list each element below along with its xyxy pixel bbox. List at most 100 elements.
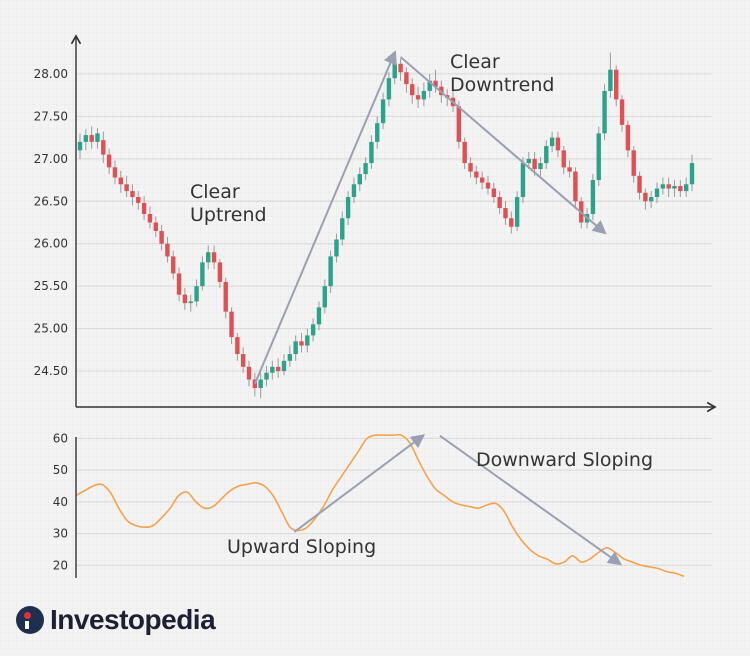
candle-body-up — [345, 197, 351, 219]
candle-body-down — [479, 177, 485, 183]
investopedia-logo: Investopedia — [16, 604, 216, 636]
candle — [666, 177, 671, 198]
candle-body-down — [159, 230, 164, 244]
candle — [182, 287, 188, 310]
candle-body-down — [678, 186, 683, 192]
uptrend-label-line-2: Uptrend — [190, 204, 267, 226]
candle-body-up — [549, 137, 555, 147]
candle — [520, 157, 526, 203]
indicator-y-tick: 30 — [53, 527, 68, 541]
price-y-tick: 25.00 — [34, 322, 68, 336]
candle-body-up — [689, 163, 695, 185]
candle-body-down — [136, 197, 141, 203]
price-y-tick: 25.50 — [34, 279, 68, 293]
indicator-panel: 60 50 40 30 20 Upward Sloping Downward Slopi… — [53, 431, 712, 578]
candle — [299, 332, 304, 353]
price-y-tick: 27.50 — [34, 109, 68, 123]
candle-body-down — [118, 177, 123, 185]
candle — [258, 372, 263, 399]
candle — [596, 126, 601, 186]
candle — [544, 140, 549, 170]
upward-sloping-label: Upward Sloping — [227, 536, 376, 558]
candle-body-down — [182, 294, 188, 304]
candle-body-up — [258, 379, 263, 389]
candle — [538, 157, 543, 176]
candle-body-up — [264, 372, 269, 380]
candle-body-up — [310, 324, 316, 336]
candle-body-down — [614, 69, 619, 100]
candle-body-up — [194, 286, 199, 302]
candle-body-down — [165, 243, 170, 257]
candle — [474, 165, 479, 185]
candle-body-down — [124, 184, 129, 192]
candle — [421, 82, 427, 107]
candle-body-down — [141, 202, 147, 215]
candle — [619, 95, 625, 132]
downward-sloping-arrow — [439, 434, 623, 566]
candle-body-down — [106, 154, 112, 168]
candle — [689, 154, 695, 192]
candle — [241, 347, 246, 373]
downtrend-label-line-2: Downtrend — [450, 74, 554, 96]
candle — [118, 170, 123, 193]
price-y-tick: 28.00 — [34, 67, 68, 81]
candle-body-up — [427, 80, 432, 91]
candle-body-down — [619, 99, 625, 125]
candle — [194, 279, 199, 307]
candle — [573, 167, 578, 209]
candle — [235, 332, 240, 361]
price-trend-arrows — [253, 50, 607, 385]
candle — [305, 328, 310, 353]
candle-body-up — [281, 360, 287, 372]
candle-body-down — [509, 218, 514, 227]
candle-body-up — [375, 123, 380, 142]
candle — [602, 84, 607, 141]
candle-body-down — [666, 184, 671, 189]
candle-body-down — [211, 252, 217, 263]
candle-body-down — [112, 167, 118, 178]
candle — [112, 160, 118, 185]
investopedia-logo-icon — [16, 606, 44, 634]
price-panel: 28.00 27.50 27.00 26.50 26.00 25.50 25.00 24.50… — [34, 34, 717, 413]
candle-body-up — [514, 197, 520, 227]
price-y-tick: 26.00 — [34, 237, 68, 251]
candle-body-down — [229, 311, 234, 338]
candle — [89, 126, 94, 149]
candle-body-up — [608, 69, 613, 91]
candle-body-up — [95, 133, 100, 142]
candle-body-up — [526, 158, 531, 164]
candle — [153, 216, 158, 237]
candle — [555, 131, 561, 158]
candle — [95, 128, 100, 149]
candle-body-down — [532, 158, 537, 170]
candle — [672, 180, 677, 198]
candle — [275, 358, 281, 378]
candle — [141, 196, 147, 220]
candle — [660, 177, 666, 195]
candle-body-down — [637, 175, 642, 193]
candle-body-up — [602, 90, 607, 134]
candle-body-down — [171, 256, 176, 274]
candle-body-down — [468, 163, 473, 172]
candle-body-down — [299, 341, 304, 346]
downward-sloping-label: Downward Sloping — [476, 449, 653, 471]
candle — [509, 211, 514, 234]
candle-body-down — [456, 106, 462, 142]
candle — [124, 175, 129, 198]
candle-body-down — [147, 214, 153, 223]
candle-body-up — [683, 184, 689, 192]
candle-body-up — [649, 197, 654, 202]
candle-body-down — [625, 124, 631, 151]
candle — [654, 182, 660, 203]
candle — [549, 131, 555, 153]
candle-body-down — [176, 273, 182, 295]
downtrend-arrow — [399, 56, 607, 235]
price-gridlines — [76, 73, 712, 372]
candle-body-down — [241, 354, 246, 367]
candle-body-down — [631, 150, 636, 176]
candle — [217, 259, 223, 288]
candle-body-up — [357, 174, 362, 185]
candle-body-up — [363, 163, 368, 175]
candle — [485, 175, 491, 195]
